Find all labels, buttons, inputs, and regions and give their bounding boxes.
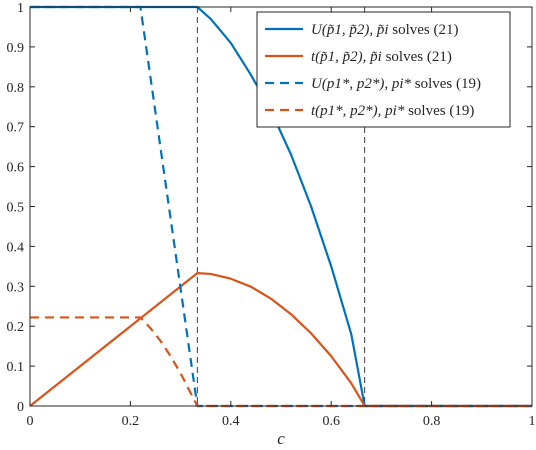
y-tick-label: 0.1 xyxy=(7,360,25,375)
y-tick-label: 0 xyxy=(17,400,24,415)
y-tick-label: 0.6 xyxy=(7,161,25,176)
x-tick-label: 0.4 xyxy=(222,414,240,429)
legend: U(p̃1, p̃2), p̃i solves (21) t(p̃1, p̃2),… xyxy=(256,11,511,128)
reference-lines xyxy=(196,7,366,406)
ticks: 0 0.2 0.4 0.6 0.8 1 0 0.1 0.2 0.3 0.4 0.5 0.6 0.7 0.8 0… xyxy=(7,1,536,429)
series-line-2 xyxy=(29,272,532,408)
x-tick-label: 0.8 xyxy=(423,414,441,429)
y-tick-label: 0.2 xyxy=(7,320,25,335)
x-tick-label: 0.6 xyxy=(322,414,340,429)
y-tick-label: 0.5 xyxy=(7,201,25,216)
y-tick-label: 0.3 xyxy=(7,280,25,295)
y-tick-label: 0.4 xyxy=(7,240,25,255)
x-tick-label: 1 xyxy=(529,414,536,429)
legend-entry-2: t(p̃1, p̃2), p̃i solves (21) xyxy=(311,49,452,65)
legend-entry-4: t(p1*, p2*), pi* solves (19) xyxy=(311,103,474,119)
x-axis-label: c xyxy=(277,429,285,448)
legend-entry-1: U(p̃1, p̃2), p̃i solves (21) xyxy=(311,22,459,38)
series-line-4 xyxy=(30,316,532,408)
x-tick-label: 0.2 xyxy=(122,414,140,429)
legend-box xyxy=(256,11,511,128)
y-tick-label: 0.8 xyxy=(7,81,25,96)
y-tick-label: 0.9 xyxy=(7,41,25,56)
legend-entry-3: U(p1*, p2*), pi* solves (19) xyxy=(311,76,481,92)
y-tick-label: 0.7 xyxy=(7,121,25,136)
x-tick-label: 0 xyxy=(27,414,34,429)
y-tick-label: 1 xyxy=(17,1,24,16)
